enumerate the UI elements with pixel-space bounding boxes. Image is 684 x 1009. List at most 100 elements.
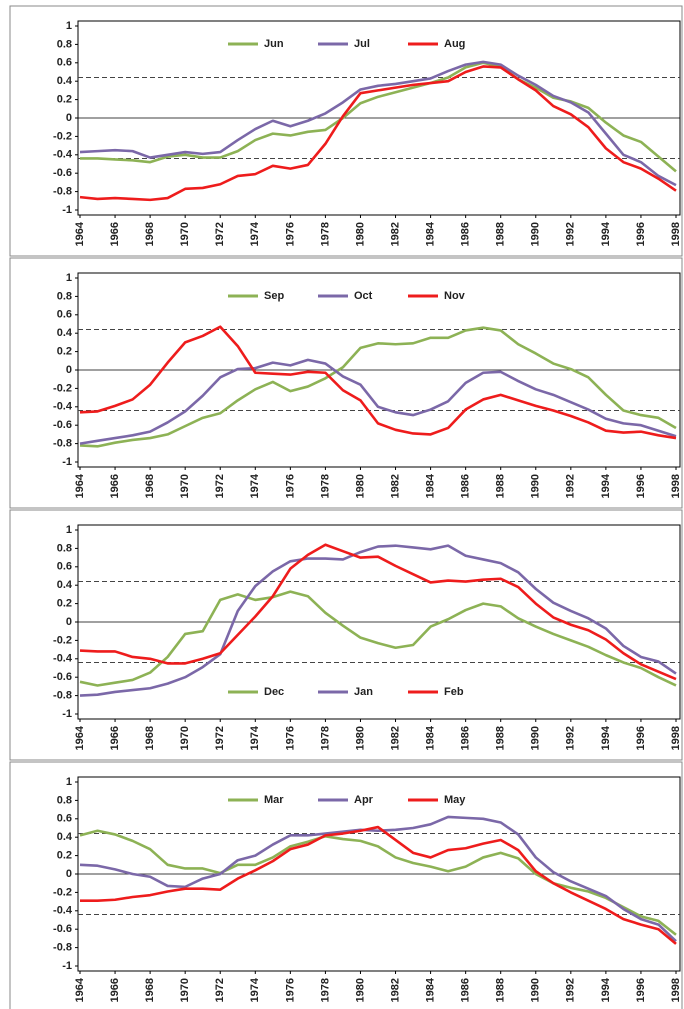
x-tick-label: 1996 <box>635 222 647 246</box>
x-tick-label: 1978 <box>319 726 331 750</box>
x-tick-label: 1970 <box>179 222 191 246</box>
x-tick-label: 1984 <box>424 977 436 1002</box>
x-tick-label: 1982 <box>389 474 401 498</box>
x-tick-label: 1988 <box>495 726 507 750</box>
x-tick-label: 1972 <box>214 474 226 498</box>
x-tick-label: 1972 <box>214 222 226 246</box>
legend-label: Jun <box>264 38 284 50</box>
x-tick-label: 1978 <box>319 222 331 246</box>
x-tick-label: 1992 <box>565 978 577 1002</box>
x-tick-label: 1986 <box>460 726 472 750</box>
x-tick-label: 1970 <box>179 474 191 498</box>
x-tick-label: 1976 <box>284 978 296 1002</box>
x-tick-label: 1964 <box>74 473 86 498</box>
y-tick-label: 0 <box>66 112 72 124</box>
y-tick-label: -1 <box>62 456 72 468</box>
x-tick-label: 1980 <box>354 222 366 246</box>
x-tick-label: 1974 <box>249 725 261 750</box>
x-tick-label: 1998 <box>670 222 682 246</box>
x-tick-label: 1966 <box>109 978 121 1002</box>
x-tick-label: 1998 <box>670 726 682 750</box>
x-tick-label: 1986 <box>460 978 472 1002</box>
y-tick-label: 0.4 <box>57 831 73 843</box>
x-tick-label: 1978 <box>319 474 331 498</box>
legend-label: Feb <box>444 686 464 698</box>
series-line <box>79 544 677 697</box>
y-tick-label: -0.2 <box>53 382 72 394</box>
x-tick-label: 1986 <box>460 474 472 498</box>
y-tick-label: -0.6 <box>53 671 72 683</box>
y-tick-label: 0.2 <box>57 94 72 106</box>
legend-label: Sep <box>264 290 284 302</box>
y-tick-label: 0.8 <box>57 542 72 554</box>
y-tick-label: -1 <box>62 960 72 972</box>
x-tick-label: 1978 <box>319 978 331 1002</box>
panel-frame <box>9 5 683 257</box>
x-tick-label: 1982 <box>389 726 401 750</box>
x-tick-label: 1986 <box>460 222 472 246</box>
y-tick-label: 1 <box>66 776 72 788</box>
x-tick-label: 1966 <box>109 726 121 750</box>
y-tick-label: -0.4 <box>53 149 73 161</box>
y-tick-label: 0.6 <box>57 813 72 825</box>
x-tick-label: 1994 <box>600 977 612 1002</box>
x-tick-label: 1988 <box>495 222 507 246</box>
series-line <box>79 543 677 681</box>
y-tick-label: -0.6 <box>53 167 72 179</box>
legend-label: May <box>444 794 466 806</box>
x-tick-label: 1974 <box>249 473 261 498</box>
y-tick-label: -0.2 <box>53 130 72 142</box>
x-tick-label: 1992 <box>565 474 577 498</box>
series-line <box>79 325 677 440</box>
legend-label: Apr <box>354 794 374 806</box>
y-tick-label: -0.6 <box>53 419 72 431</box>
x-tick-label: 1976 <box>284 474 296 498</box>
y-tick-label: 0 <box>66 616 72 628</box>
y-tick-label: 0.2 <box>57 346 72 358</box>
y-tick-label: -0.8 <box>53 690 72 702</box>
x-tick-label: 1982 <box>389 222 401 246</box>
y-tick-label: 0.8 <box>57 290 72 302</box>
legend-label: Jul <box>354 38 370 50</box>
y-tick-label: 0 <box>66 868 72 880</box>
x-tick-label: 1968 <box>144 726 156 750</box>
y-tick-label: -0.8 <box>53 186 72 198</box>
x-tick-label: 1996 <box>635 474 647 498</box>
legend-label: Aug <box>444 38 465 50</box>
y-tick-label: -1 <box>62 708 72 720</box>
y-tick-label: 0.2 <box>57 850 72 862</box>
series-line <box>79 65 677 202</box>
panel-frame <box>9 761 683 1009</box>
y-tick-label: 0.6 <box>57 57 72 69</box>
series-line <box>79 358 677 445</box>
y-tick-label: 0.4 <box>57 327 73 339</box>
y-tick-label: 0.8 <box>57 38 72 50</box>
x-tick-label: 1976 <box>284 222 296 246</box>
y-tick-label: -0.4 <box>53 401 73 413</box>
x-tick-label: 1990 <box>530 474 542 498</box>
y-tick-label: 0.6 <box>57 561 72 573</box>
x-tick-label: 1990 <box>530 222 542 246</box>
x-tick-label: 1994 <box>600 725 612 750</box>
x-tick-label: 1988 <box>495 978 507 1002</box>
x-tick-label: 1972 <box>214 978 226 1002</box>
x-tick-label: 1972 <box>214 726 226 750</box>
y-tick-label: 1 <box>66 524 72 536</box>
x-tick-label: 1998 <box>670 978 682 1002</box>
y-tick-label: -1 <box>62 204 72 216</box>
y-tick-label: -0.2 <box>53 634 72 646</box>
x-tick-label: 1980 <box>354 726 366 750</box>
x-tick-label: 1992 <box>565 222 577 246</box>
x-tick-label: 1982 <box>389 978 401 1002</box>
x-tick-label: 1964 <box>74 725 86 750</box>
x-tick-label: 1992 <box>565 726 577 750</box>
legend-label: Oct <box>354 290 373 302</box>
x-tick-label: 1970 <box>179 726 191 750</box>
x-tick-label: 1974 <box>249 977 261 1002</box>
series-line <box>79 60 677 187</box>
y-tick-label: -0.8 <box>53 438 72 450</box>
series-line <box>79 815 677 943</box>
y-tick-label: 1 <box>66 272 72 284</box>
x-tick-label: 1990 <box>530 726 542 750</box>
